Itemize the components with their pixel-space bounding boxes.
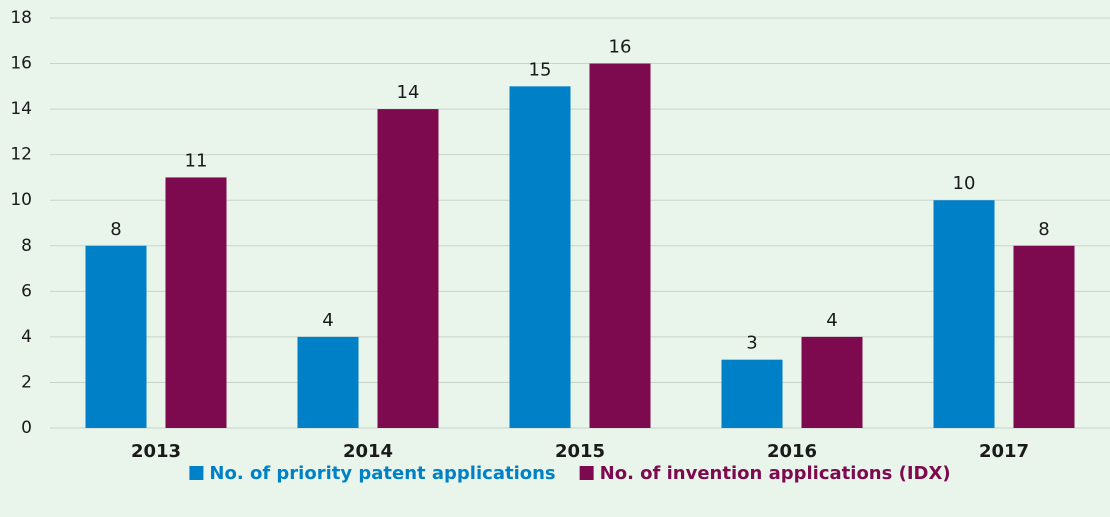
bar [165, 177, 227, 428]
bar [509, 86, 571, 428]
x-tick-label: 2013 [131, 441, 181, 462]
y-tick-label: 2 [21, 372, 32, 392]
data-label: 3 [746, 333, 757, 354]
y-tick-label: 18 [10, 8, 32, 28]
data-label: 8 [110, 219, 121, 240]
data-label: 8 [1038, 219, 1049, 240]
legend: No. of priority patent applications No. o… [189, 463, 951, 484]
data-label: 4 [322, 310, 333, 331]
bar [933, 200, 995, 428]
x-tick-label: 2017 [979, 441, 1029, 462]
legend-label: No. of priority patent applications [209, 463, 555, 484]
legend-label: No. of invention applications (IDX) [600, 463, 951, 484]
bar [801, 336, 863, 428]
x-tick-label: 2014 [343, 441, 393, 462]
y-tick-label: 12 [10, 145, 32, 165]
y-tick-label: 14 [10, 99, 32, 119]
y-tick-label: 10 [10, 190, 32, 210]
x-tick-label: 2016 [767, 441, 817, 462]
data-label: 4 [826, 310, 837, 331]
y-tick-label: 16 [10, 54, 32, 74]
bar [377, 109, 439, 428]
x-tick-label: 2015 [555, 441, 605, 462]
bar [1013, 245, 1075, 428]
bar [297, 336, 359, 428]
data-label: 14 [397, 82, 420, 103]
y-tick-label: 8 [21, 236, 32, 256]
legend-swatch [579, 466, 594, 480]
bar [589, 63, 651, 429]
bar [85, 245, 147, 428]
data-label: 10 [953, 173, 976, 194]
data-label: 11 [185, 150, 208, 171]
legend-swatch [189, 466, 204, 480]
y-tick-label: 0 [21, 418, 32, 438]
y-tick-label: 4 [21, 327, 32, 347]
data-label: 15 [529, 59, 552, 80]
data-label: 16 [609, 37, 632, 58]
bar [721, 359, 783, 428]
y-tick-label: 6 [21, 281, 32, 301]
